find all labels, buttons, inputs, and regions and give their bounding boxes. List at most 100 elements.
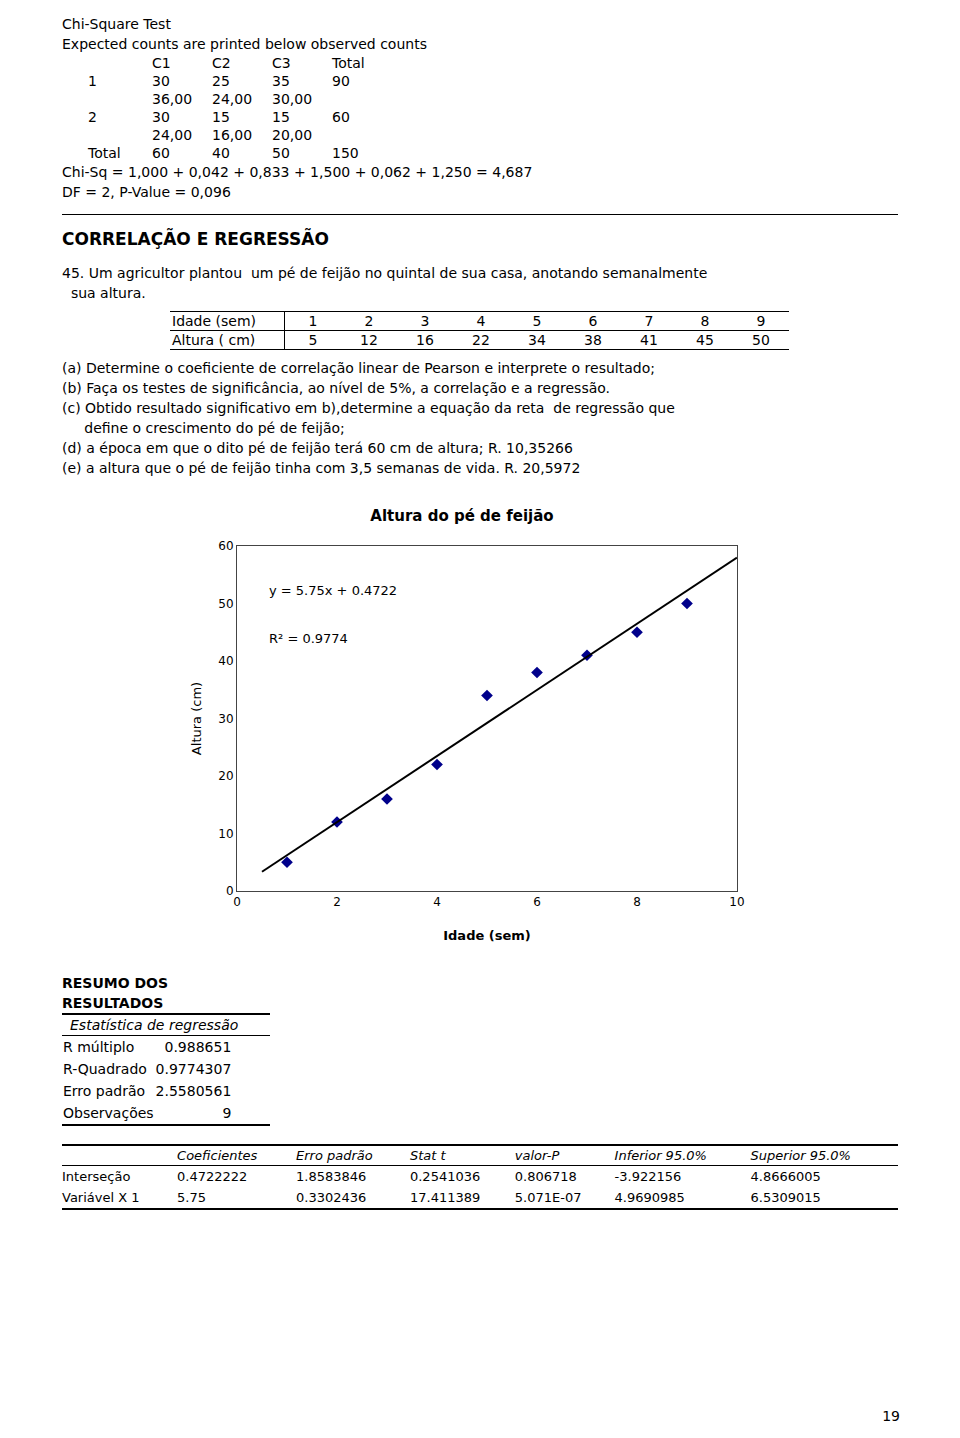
html-text:-3.922156: -3.922156 [614,1169,682,1184]
html-text:R-Quadrado: R-Quadrado [63,1061,147,1077]
html-text:60: 60 [332,109,350,125]
svg-text:R² = 0.9774: R² = 0.9774 [269,631,348,646]
html-text:sua altura.: sua altura. [62,285,146,301]
html-text:C1: C1 [152,55,171,71]
html-text:Chi-Sq = 1,000 + 0,042 + 0,833: Chi-Sq = 1,000 + 0,042 + 0,833 + 1,500 +… [62,164,533,180]
html-text:valor-P: valor-P [514,1148,560,1163]
html-text:(a) Determine o coeficiente de: (a) Determine o coeficiente de correlaçã… [62,360,655,376]
html-text:(d) a época em que o dito pé d: (d) a época em que o dito pé de feijão t… [62,440,573,456]
html-text:4.8666005: 4.8666005 [750,1169,821,1184]
svg-text:0: 0 [233,895,241,909]
html-text:Variável X 1: Variável X 1 [62,1190,140,1205]
html-text:0.2541036: 0.2541036 [410,1169,481,1184]
html-text:2.5580561: 2.5580561 [155,1083,232,1099]
html-text:Idade (sem): Idade (sem) [172,313,256,329]
html-text:30: 30 [152,109,170,125]
html-text:(c) Obtido resultado significa: (c) Obtido resultado significativo em b)… [62,400,675,416]
html-text:Stat t: Stat t [410,1148,446,1163]
svg-text:Idade (sem): Idade (sem) [443,928,531,943]
html-text:4: 4 [476,313,486,329]
html-text:30,00: 30,00 [272,91,313,107]
html-text:C3: C3 [272,55,291,71]
html-text:Erro padrão: Erro padrão [296,1148,373,1163]
html-text:4.9690985: 4.9690985 [614,1190,685,1205]
html-text:16: 16 [416,332,434,348]
html-text:41: 41 [640,332,658,348]
html-text:6: 6 [588,313,598,329]
html-text:Total: Total [332,55,365,71]
html-text:6.5309015: 6.5309015 [750,1190,821,1205]
html-text:35: 35 [272,73,290,89]
html-text:Total: Total [88,145,121,161]
html-text:define o crescimento do pé de: define o crescimento do pé de feijão; [62,420,345,436]
html-text:22: 22 [472,332,490,348]
html-text:5.071E-07: 5.071E-07 [514,1190,582,1205]
html-text:RESUMO DOS RESULTADOS: RESUMO DOS RESULTADOS [62,975,169,1011]
html-text:24,00: 24,00 [152,127,193,143]
html-text:60: 60 [152,145,170,161]
svg-text:30: 30 [218,712,233,726]
html-text:90: 90 [332,73,350,89]
html-text:0.806718: 0.806718 [514,1169,577,1184]
html-text:1.8583846: 1.8583846 [296,1169,367,1184]
html-text:5: 5 [532,313,542,329]
html-text:Superior 95.0%: Superior 95.0% [750,1148,851,1163]
html-text:R múltiplo: R múltiplo [63,1039,135,1055]
html-text:38: 38 [584,332,602,348]
html-text:45. Um agricultor plantou um p: 45. Um agricultor plantou um pé de feijã… [62,265,708,281]
html-text:Estatística de regressão: Estatística de regressão [70,1017,239,1033]
html-text:Interseção: Interseção [62,1169,131,1184]
html-text:1: 1 [308,313,318,329]
svg-text:y = 5.75x + 0.4722: y = 5.75x + 0.4722 [269,583,397,598]
html-text:150: 150 [332,145,359,161]
svg-text:6: 6 [533,895,541,909]
svg-text:50: 50 [218,597,233,611]
html-text:Expected counts are printed be: Expected counts are printed below observ… [62,36,427,52]
svg-text:60: 60 [218,539,233,553]
svg-text:4: 4 [433,895,441,909]
svg-text:10: 10 [729,895,744,909]
html-text:30: 30 [152,73,170,89]
html-text:15: 15 [212,109,230,125]
html-text:C2: C2 [212,55,231,71]
html-text:40: 40 [212,145,230,161]
html-text:(e) a altura que o pé de feijã: (e) a altura que o pé de feijão tinha co… [62,460,581,476]
svg-text:8: 8 [633,895,641,909]
html-text:50: 50 [752,332,770,348]
html-text:0.9774307: 0.9774307 [155,1061,232,1077]
svg-text:Altura (cm): Altura (cm) [189,682,204,755]
svg-text:20: 20 [218,769,233,783]
html-text:0.988651: 0.988651 [164,1039,232,1055]
html-text:Erro padrão: Erro padrão [63,1083,146,1099]
html-text:19: 19 [882,1408,900,1424]
html-text:DF = 2, P-Value = 0,096: DF = 2, P-Value = 0,096 [62,184,231,200]
html-text:Chi-Square Test: Chi-Square Test [62,16,171,32]
svg-text:40: 40 [218,654,233,668]
html-text:34: 34 [528,332,546,348]
svg-text:0: 0 [226,884,234,898]
html-text:16,00: 16,00 [212,127,253,143]
html-text:36,00: 36,00 [152,91,193,107]
html-text:Altura ( cm): Altura ( cm) [172,332,256,348]
html-text:50: 50 [272,145,290,161]
html-text:5.75: 5.75 [177,1190,206,1205]
html-text:24,00: 24,00 [212,91,253,107]
svg-text:2: 2 [333,895,341,909]
html-text:12: 12 [360,332,378,348]
html-text:0.3302436: 0.3302436 [296,1190,367,1205]
html-text:0.4722222: 0.4722222 [177,1169,248,1184]
html-text:Inferior 95.0%: Inferior 95.0% [614,1148,707,1163]
html-text:15: 15 [272,109,290,125]
html-text:17.411389: 17.411389 [410,1190,481,1205]
html-text:Coeficientes: Coeficientes [177,1148,258,1163]
html-text:Observações: Observações [63,1105,154,1121]
html-text:2: 2 [364,313,374,329]
html-text:45: 45 [696,332,714,348]
html-text:25: 25 [212,73,230,89]
html-text:(b) Faça os testes de signific: (b) Faça os testes de significância, ao … [62,380,610,396]
svg-text:Altura do pé de feijão: Altura do pé de feijão [370,507,553,525]
svg-text:10: 10 [218,827,233,841]
html-text:20,00: 20,00 [272,127,313,143]
html-text:3: 3 [420,313,430,329]
html-text:CORRELAÇÃO E REGRESSÃO: CORRELAÇÃO E REGRESSÃO [62,229,329,249]
